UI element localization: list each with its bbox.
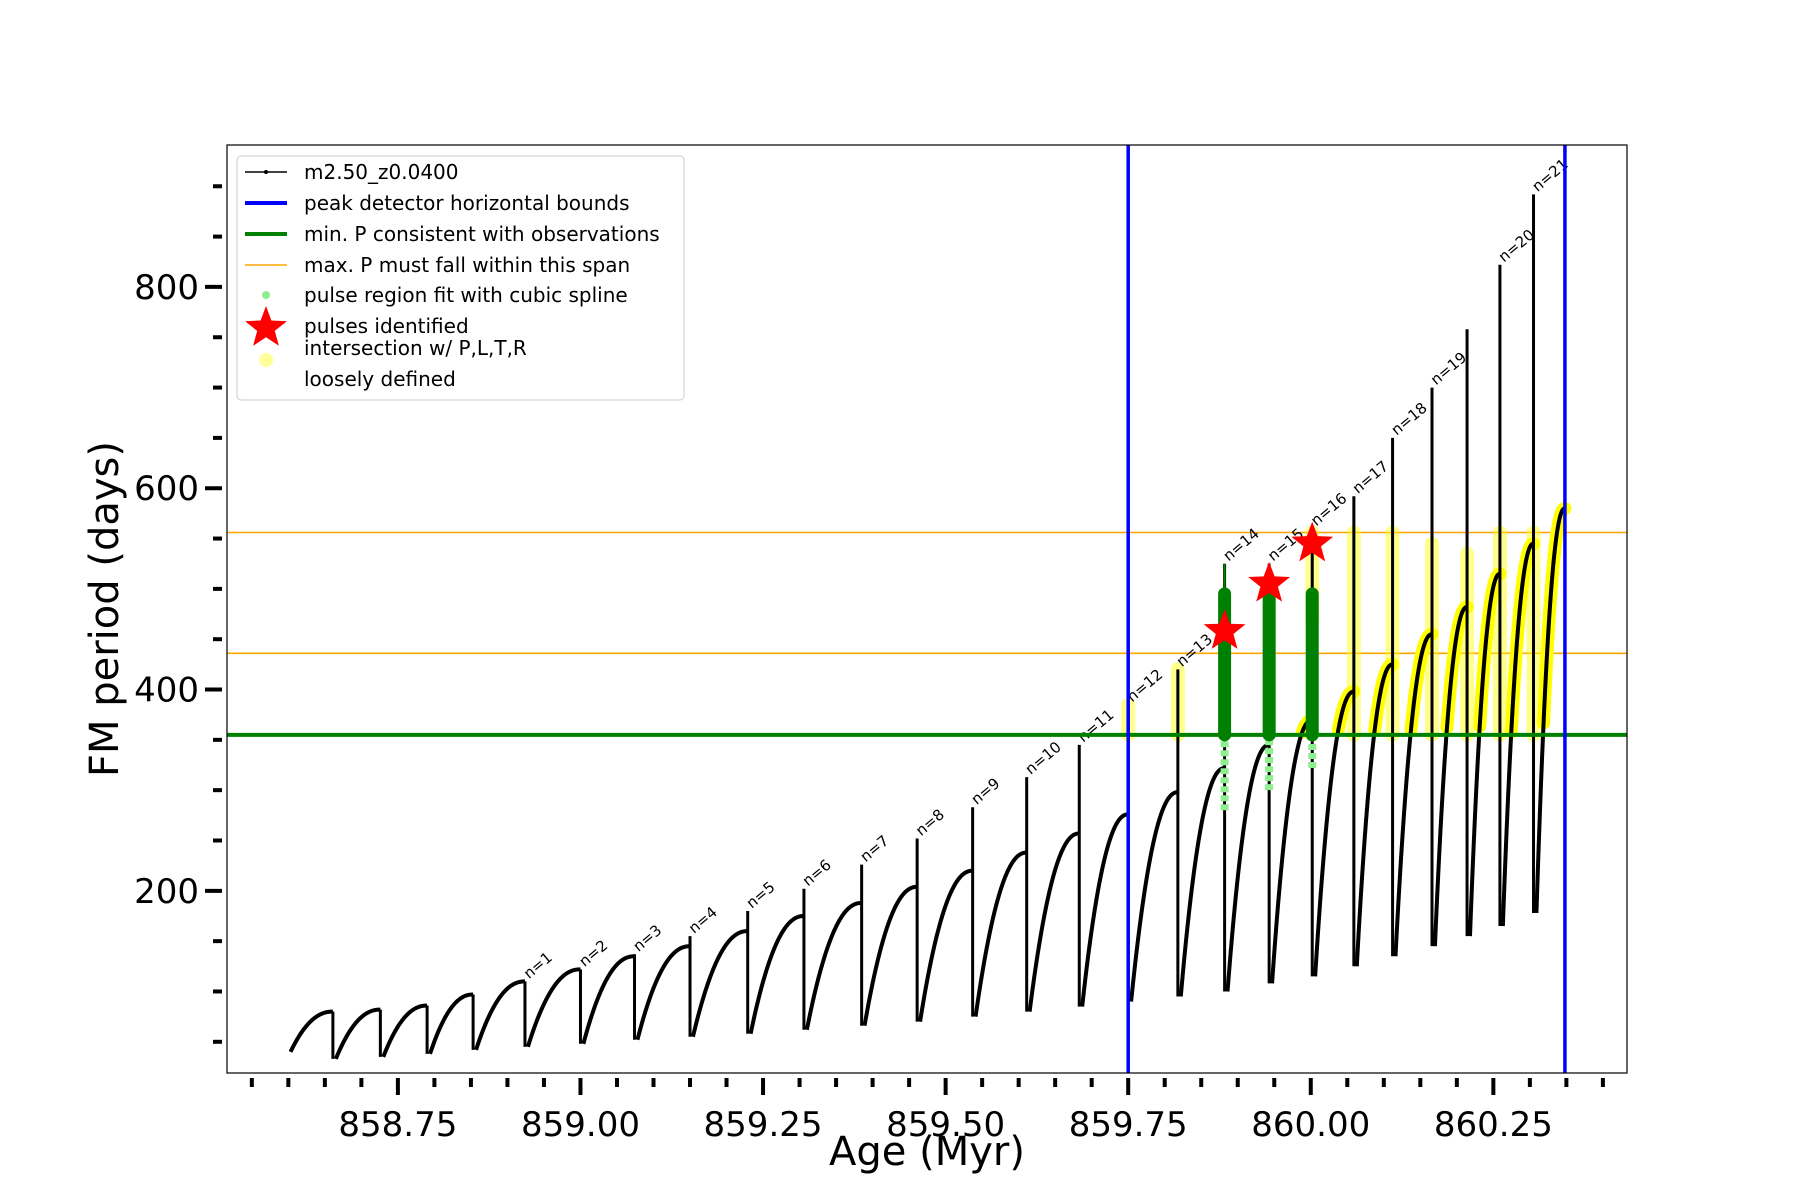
period-curve-segment (1393, 632, 1434, 957)
period-curve-segment (1534, 506, 1567, 914)
pulse-identified-star (1248, 561, 1291, 602)
pulse-label: n=6 (799, 856, 835, 890)
pulse-label: n=10 (1022, 738, 1065, 778)
legend-label: pulses identified (304, 314, 469, 338)
period-curve-segment (690, 929, 749, 1038)
period-curve-segment (1178, 766, 1226, 997)
pulse-label: n=11 (1074, 706, 1117, 746)
y-tick-label: 400 (134, 671, 199, 711)
period-curve-segment (804, 900, 863, 1031)
period-curve-segment (381, 1003, 429, 1058)
pulse-label: n=16 (1307, 489, 1350, 529)
legend-label: loosely defined (304, 367, 456, 391)
legend-swatch-star (245, 306, 287, 346)
axes: 858.75 859.00 859.25 859.50 859.75 860.00 860.… (134, 184, 1605, 1145)
pulse-label: n=2 (575, 936, 611, 970)
period-curve-segment (1129, 790, 1179, 1002)
x-tick-label: 859.00 (521, 1105, 640, 1145)
pulse-label: n=14 (1220, 525, 1263, 565)
period-curve-segment (635, 944, 691, 1041)
pulse-identified-star (1291, 521, 1334, 562)
legend-swatch-dot (262, 291, 270, 299)
pulse-label: n=19 (1427, 348, 1470, 388)
y-tick-label: 200 (134, 872, 199, 912)
legend-label: pulse region fit with cubic spline (304, 283, 628, 307)
period-curve-segment (1313, 689, 1355, 977)
pulse-label: n=1 (520, 948, 556, 982)
pulse-label: n=3 (630, 921, 666, 955)
pulse-label: n=5 (743, 878, 779, 912)
period-curve-segment (525, 967, 582, 1048)
period-curve-segment (1500, 541, 1535, 927)
plot-frame (226, 144, 1628, 1074)
period-curve-segment (973, 850, 1028, 1017)
pulse-label: n=18 (1388, 399, 1431, 439)
x-tick-label: 859.75 (1069, 1105, 1188, 1145)
legend-frame (236, 155, 685, 401)
pulse-label: n=8 (912, 805, 948, 839)
pulse-label: n=17 (1349, 457, 1392, 497)
period-curve-segment (1467, 571, 1502, 937)
x-tick-label: 859.25 (704, 1105, 823, 1145)
y-tick-label: 800 (134, 268, 199, 308)
period-curve-segment (1270, 717, 1314, 984)
legend-label: max. P must fall within this span (304, 253, 630, 277)
period-curve-segment (428, 992, 475, 1055)
pulse-label: n=7 (857, 832, 893, 866)
period-curve-segment (1354, 662, 1394, 967)
period-curve-segment (862, 884, 918, 1027)
period-curve-segment (1027, 831, 1081, 1012)
period-curve-segment (333, 1007, 382, 1060)
period-curve-segment (748, 913, 805, 1035)
legend-swatch-dot (264, 170, 268, 174)
pulse-label: n=4 (685, 903, 721, 937)
y-axis-label: FM period (days) (82, 441, 128, 777)
pulse-label: n=9 (968, 774, 1004, 808)
y-tick-label: 600 (134, 469, 199, 509)
pulse-label: n=20 (1495, 226, 1538, 266)
x-axis-label: Age (Myr) (829, 1129, 1025, 1175)
period-curve-segment (288, 1009, 334, 1053)
x-tick-label: 860.25 (1434, 1105, 1553, 1145)
period-curve-segment (1432, 605, 1469, 947)
legend-label: m2.50_z0.0400 (304, 160, 459, 184)
pulse-identified-star (1203, 609, 1246, 649)
legend-label: min. P consistent with observations (304, 222, 660, 246)
pulse-label: n=13 (1173, 630, 1216, 670)
legend-label: intersection w/ P,L,T,R (304, 336, 527, 360)
period-curve-segment (1225, 742, 1271, 992)
period-curve-segment (1080, 812, 1130, 1007)
legend-swatch-dot (259, 353, 273, 367)
x-tick-label: 859.50 (886, 1105, 1005, 1145)
x-tick-label: 858.75 (338, 1105, 457, 1145)
legend-label: peak detector horizontal bounds (304, 191, 630, 215)
x-tick-label: 860.00 (1251, 1105, 1370, 1145)
period-curve-segment (581, 954, 636, 1045)
period-curve-segment (918, 868, 974, 1022)
period-curve-segment (474, 979, 526, 1051)
